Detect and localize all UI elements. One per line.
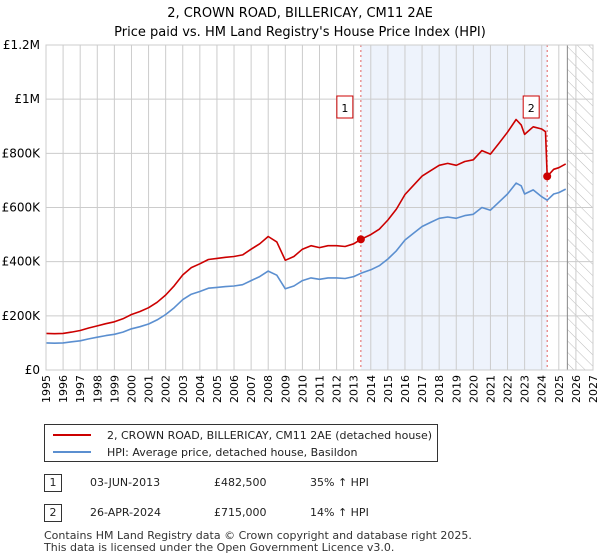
x-tick-label: 2009 bbox=[279, 375, 292, 403]
x-tick-label: 2010 bbox=[296, 375, 309, 403]
x-tick-label: 2012 bbox=[331, 375, 344, 403]
x-tick-label: 2001 bbox=[143, 375, 156, 403]
footer-licence: This data is licensed under the Open Gov… bbox=[44, 541, 395, 554]
x-tick-label: 2024 bbox=[536, 375, 549, 403]
footer: Contains HM Land Registry data © Crown c… bbox=[44, 530, 472, 554]
legend-item-hpi: HPI: Average price, detached house, Basi… bbox=[53, 444, 357, 460]
x-tick-label: 2000 bbox=[125, 375, 138, 403]
sale-label: 2 bbox=[528, 102, 535, 115]
chart-subtitle: Price paid vs. HM Land Registry's House … bbox=[114, 25, 486, 40]
sale-price: £482,500 bbox=[214, 476, 267, 489]
x-tick-label: 1998 bbox=[91, 375, 104, 403]
legend-blue-line bbox=[53, 451, 91, 453]
y-tick-label: £0 bbox=[25, 363, 40, 377]
y-tick-label: £800K bbox=[2, 146, 42, 160]
x-tick-label: 2016 bbox=[399, 375, 412, 403]
x-tick-label: 2025 bbox=[553, 375, 566, 403]
sale-point bbox=[356, 235, 365, 244]
hpi-line bbox=[45, 182, 567, 344]
x-tick-label: 1995 bbox=[40, 375, 53, 403]
y-tick-label: £200K bbox=[2, 309, 42, 323]
legend-label-hpi: HPI: Average price, detached house, Basi… bbox=[107, 445, 358, 459]
sale-badge: 2 bbox=[44, 504, 62, 522]
sale-label: 1 bbox=[341, 102, 348, 115]
x-tick-label: 2021 bbox=[484, 375, 497, 403]
x-tick-label: 2018 bbox=[433, 375, 446, 403]
y-tick-label: £600K bbox=[2, 201, 42, 215]
x-tick-label: 2002 bbox=[160, 375, 173, 403]
plot-frame bbox=[45, 44, 594, 371]
x-tick-label: 2023 bbox=[519, 375, 532, 403]
x-tick-label: 2015 bbox=[382, 375, 395, 403]
x-tick-label: 2013 bbox=[348, 375, 361, 403]
x-tick-label: 2004 bbox=[194, 375, 207, 403]
legend-red-line bbox=[53, 434, 91, 436]
y-tick-label: £1M bbox=[14, 92, 40, 106]
legend-label-property: 2, CROWN ROAD, BILLERICAY, CM11 2AE (det… bbox=[107, 428, 433, 442]
y-tick-label: £1.2M bbox=[3, 38, 40, 52]
x-tick-label: 2020 bbox=[467, 375, 480, 403]
x-tick-label: 2017 bbox=[416, 375, 429, 403]
x-tick-label: 2007 bbox=[245, 375, 258, 403]
sale-label-box bbox=[522, 95, 540, 119]
sale-price: £715,000 bbox=[214, 506, 267, 519]
x-tick-label: 2022 bbox=[502, 375, 515, 403]
sale-point bbox=[543, 172, 552, 181]
sale-hpi-diff: 14% ↑ HPI bbox=[310, 506, 369, 519]
x-tick-label: 2019 bbox=[450, 375, 463, 403]
sale-hpi-diff: 35% ↑ HPI bbox=[310, 476, 369, 489]
legend: 2, CROWN ROAD, BILLERICAY, CM11 2AE (det… bbox=[44, 424, 438, 462]
legend-item-property: 2, CROWN ROAD, BILLERICAY, CM11 2AE (det… bbox=[53, 427, 432, 443]
x-tick-label: 1996 bbox=[57, 375, 70, 403]
x-tick-label: 2026 bbox=[570, 375, 583, 403]
sale-date: 03-JUN-2013 bbox=[90, 476, 161, 489]
x-tick-label: 2006 bbox=[228, 375, 241, 403]
footer-copyright: Contains HM Land Registry data © Crown c… bbox=[44, 529, 472, 542]
x-tick-label: 2003 bbox=[177, 375, 190, 403]
x-tick-label: 2011 bbox=[314, 375, 327, 403]
chart-title: 2, CROWN ROAD, BILLERICAY, CM11 2AE bbox=[167, 6, 433, 21]
x-tick-label: 1997 bbox=[74, 375, 87, 403]
property-price-line bbox=[45, 118, 567, 335]
x-tick-label: 2027 bbox=[587, 375, 600, 403]
sale-label-box bbox=[336, 95, 354, 119]
price-chart: 2, CROWN ROAD, BILLERICAY, CM11 2AE Pric… bbox=[2, 6, 600, 403]
y-tick-label: £400K bbox=[2, 255, 42, 269]
x-tick-label: 2008 bbox=[262, 375, 275, 403]
sale-date: 26-APR-2024 bbox=[90, 506, 162, 519]
sale-badge: 1 bbox=[44, 474, 62, 492]
x-tick-label: 2005 bbox=[211, 375, 224, 403]
x-tick-label: 2014 bbox=[365, 375, 378, 403]
x-tick-label: 1999 bbox=[108, 375, 121, 403]
